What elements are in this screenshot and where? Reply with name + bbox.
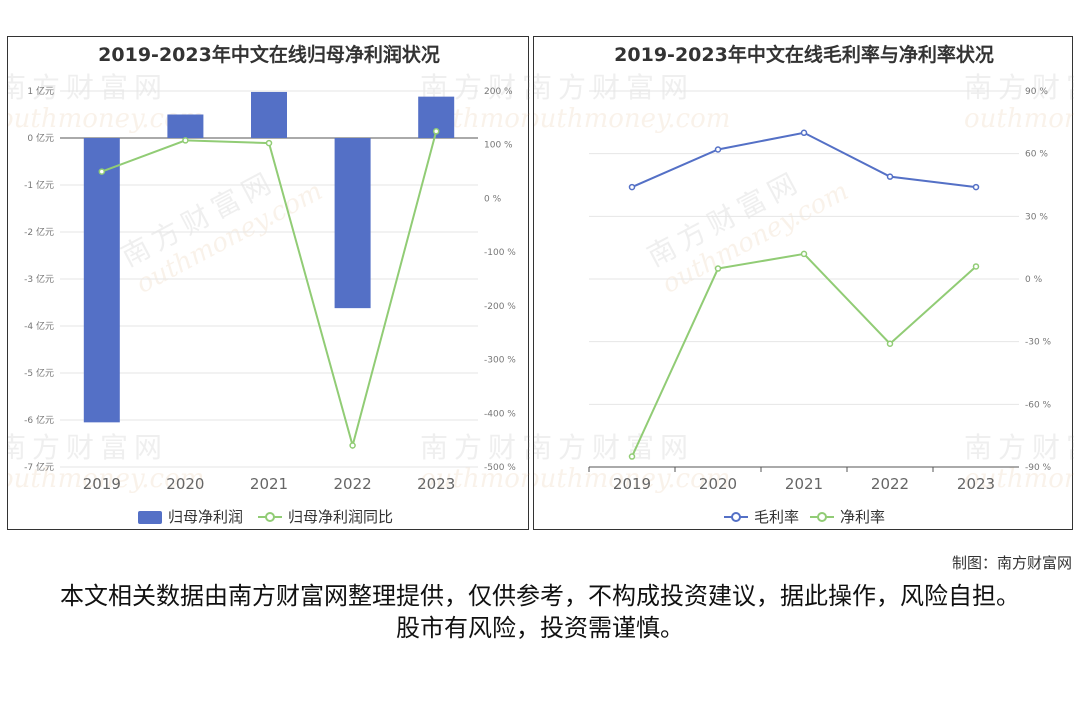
x-axis-tick-label: 2019 [83,475,121,493]
right-axis-tick-label: -90 % [1025,463,1052,473]
right-axis-tick-label: 200 % [484,87,513,97]
net-profit-chart-panel: 南方财富网outhmoney.com南方财富网outhmoney.com南方财富… [7,36,530,530]
point-yoy-growth [182,137,189,144]
point-gross-margin [886,173,894,180]
watermark-cn: 南方财富网 [964,71,1074,104]
chart-title: 2019-2023年中文在线归母净利润状况 [98,43,440,66]
left-axis-tick-label: -7 亿元 [24,461,54,473]
right-axis-tick-label: -60 % [1025,400,1052,410]
point-gross-margin [972,183,980,191]
point-yoy-growth [349,442,356,449]
right-axis-tick-label: 30 % [1025,212,1048,222]
right-axis-tick-label: -100 % [484,248,516,258]
left-axis-tick-label: -2 亿元 [24,226,54,238]
right-axis-tick-label: 0 % [1025,275,1043,285]
bar-net-profit [83,138,120,423]
watermark-cn: 南方财富网 [420,431,530,464]
point-gross-margin [800,129,808,137]
point-gross-margin [714,146,722,153]
left-axis-tick-label: 0 亿元 [27,132,54,144]
left-axis-tick-label: -6 亿元 [24,414,54,426]
left-axis-tick-label: -1 亿元 [24,179,54,191]
legend-swatch-point [731,512,741,522]
x-axis-tick-label: 2019 [613,475,651,493]
watermark-cn: 南方财富网 [8,71,168,104]
chart-credit: 制图：南方财富网 [951,554,1072,572]
bar-net-profit [251,91,287,138]
right-axis-tick-label: 0 % [484,194,502,204]
point-gross-margin [628,183,636,191]
watermark-cn: 南方财富网 [534,431,694,464]
right-axis-tick-label: -500 % [484,463,516,473]
right-axis-tick-label: -30 % [1025,338,1052,348]
right-axis-tick-label: 100 % [484,141,513,151]
watermark-cn: 南方财富网 [534,71,694,104]
right-axis-tick-label: -200 % [484,302,516,312]
left-axis-tick-label: 1 亿元 [27,85,54,97]
x-axis-tick-label: 2021 [785,475,823,493]
x-axis-tick-label: 2022 [871,475,909,493]
watermark-en: outhmoney.com [8,464,204,494]
x-axis-tick-label: 2021 [250,475,288,493]
x-axis-tick-label: 2023 [957,475,995,493]
line-gross-margin [631,131,977,189]
right-axis-tick-label: -300 % [484,356,516,366]
watermark-cn: 南方财富网 [8,431,168,464]
legend-label: 归母净利润 [168,508,243,526]
left-axis-tick-label: -5 亿元 [24,367,54,379]
x-axis-tick-label: 2020 [699,475,737,493]
x-axis-tick-label: 2022 [334,475,372,493]
left-axis-tick-label: -3 亿元 [24,273,54,285]
right-axis-tick-label: 90 % [1025,87,1048,97]
x-axis-tick-label: 2020 [166,475,204,493]
left-axis-tick-label: -4 亿元 [24,320,54,332]
legend-swatch-bar [138,511,162,524]
point-yoy-growth [98,168,106,175]
right-axis-tick-label: -400 % [484,409,516,419]
legend-swatch-point [817,512,827,522]
margin-chart-panel: 南方财富网outhmoney.com南方财富网outhmoney.com南方财富… [533,36,1074,530]
point-net-margin [800,250,808,258]
point-yoy-growth [432,128,440,135]
chart-title: 2019-2023年中文在线毛利率与净利率状况 [614,43,994,66]
point-net-margin [628,453,636,460]
bar-net-profit [334,138,371,309]
watermark-en: outhmoney.com [420,464,530,494]
net-profit-chart: 南方财富网outhmoney.com南方财富网outhmoney.com南方财富… [8,43,530,526]
watermark-en: outhmoney.com [964,104,1074,134]
legend-swatch-point [265,512,275,522]
legend-label: 归母净利润同比 [288,508,393,526]
point-net-margin [714,265,722,272]
watermark-en: outhmoney.com [534,104,730,134]
watermark-en: outhmoney.com [964,464,1074,494]
point-net-margin [886,340,894,348]
bar-net-profit [167,114,204,138]
right-axis-tick-label: 60 % [1025,150,1048,160]
point-yoy-growth [265,139,273,147]
margin-chart: 南方财富网outhmoney.com南方财富网outhmoney.com南方财富… [534,43,1074,526]
x-axis-tick-label: 2023 [417,475,455,493]
legend-label: 净利率 [840,508,885,526]
legend-label: 毛利率 [754,508,799,526]
watermark-cn: 南方财富网 [964,431,1074,464]
disclaimer-text: 本文相关数据由南方财富网整理提供，仅供参考，不构成投资建议，据此操作，风险自担。… [60,582,1020,642]
watermark-en: outhmoney.com [534,464,730,494]
point-net-margin [972,263,980,270]
